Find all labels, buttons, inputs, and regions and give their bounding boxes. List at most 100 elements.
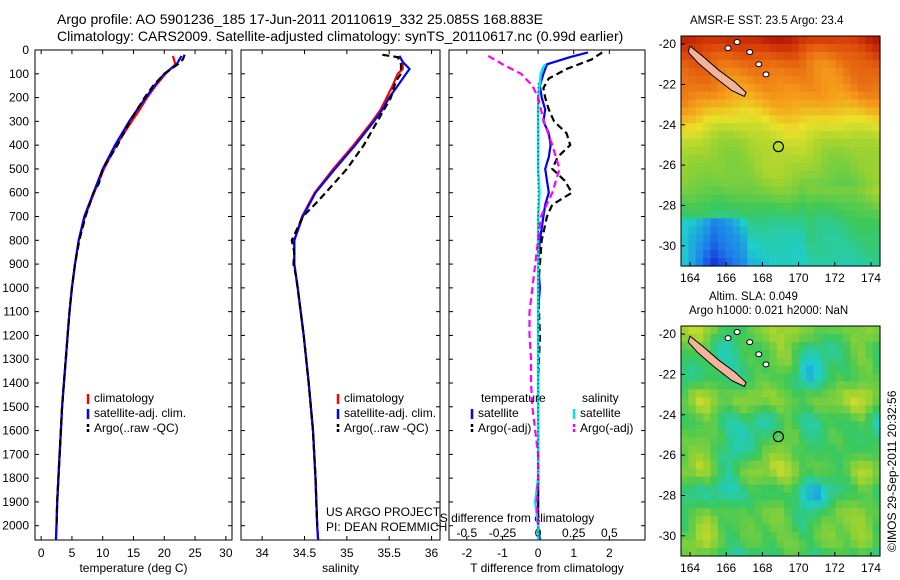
sla_map-cell bbox=[828, 349, 837, 359]
sla_map-cell bbox=[813, 476, 822, 486]
sst_map-cell bbox=[821, 258, 830, 267]
sst_map-cell bbox=[828, 226, 837, 235]
salinity-legend-label: Argo(..raw -QC) bbox=[344, 421, 429, 435]
sst_map-cell bbox=[872, 75, 881, 85]
depth-tick-label: 1500 bbox=[2, 400, 29, 414]
sst_map-cell bbox=[776, 123, 785, 132]
sla_map-cell bbox=[754, 532, 763, 541]
sla_map-cell bbox=[754, 421, 763, 430]
sla_map-cell bbox=[798, 397, 807, 406]
sla_map-cell bbox=[850, 373, 859, 383]
salinity-xlabel: salinity bbox=[322, 561, 359, 575]
sst_map-cell bbox=[732, 107, 741, 116]
sla_map-cell bbox=[872, 484, 881, 494]
sst_map-cell bbox=[695, 194, 704, 204]
sla_map-cell bbox=[865, 492, 874, 502]
sst_map-cell bbox=[835, 170, 844, 180]
difference-top-tick-label: -0.25 bbox=[489, 526, 517, 540]
sla_map-cell bbox=[865, 413, 874, 422]
sla_map-cell bbox=[850, 357, 859, 367]
sla_map-cell bbox=[776, 373, 785, 383]
sst_map-cell bbox=[710, 178, 719, 188]
sla_map-cell bbox=[850, 540, 859, 549]
sst_map-cell bbox=[865, 234, 874, 243]
sst_map-cell bbox=[695, 147, 704, 156]
sla_map-cell bbox=[703, 460, 712, 470]
sla_map-cell bbox=[806, 468, 815, 478]
sla_map-cell bbox=[791, 389, 800, 398]
sst_map-cell bbox=[843, 162, 852, 172]
sla_map-cell bbox=[681, 460, 689, 470]
sst_map-cell bbox=[850, 67, 859, 77]
sst_map-cell bbox=[688, 218, 697, 227]
sst_map-cell bbox=[835, 147, 844, 156]
sst_map-cell bbox=[872, 147, 881, 156]
sst_map-cell bbox=[798, 91, 807, 101]
sla_map-cell bbox=[762, 365, 771, 375]
sla_map-cell bbox=[843, 540, 852, 549]
sla_map-cell bbox=[725, 524, 734, 533]
sst_map-cell bbox=[754, 226, 763, 235]
sla_map-cell bbox=[762, 460, 771, 470]
sst_map-cell bbox=[784, 178, 793, 188]
sla_map-cell bbox=[769, 516, 778, 525]
temperature-legend-label: climatology bbox=[94, 391, 154, 405]
sst_map-cell bbox=[717, 258, 726, 267]
sla_map-cell bbox=[762, 516, 771, 525]
sla_map-cell bbox=[857, 381, 866, 391]
sst_map-cell bbox=[681, 59, 689, 69]
sst_map-cell bbox=[739, 51, 748, 61]
sla_map-cell bbox=[857, 476, 866, 486]
sla_map-cell bbox=[732, 548, 741, 557]
island-marker bbox=[746, 49, 754, 56]
sst_map-cell bbox=[850, 51, 859, 61]
sst_map-cell bbox=[681, 107, 689, 116]
sla_map-cell bbox=[865, 437, 874, 446]
sla_map-cell bbox=[681, 444, 689, 454]
sla_map-cell bbox=[798, 492, 807, 502]
sla_map-cell bbox=[821, 476, 830, 486]
sst_map-cell bbox=[739, 218, 748, 227]
sla_map-cell bbox=[791, 405, 800, 414]
sla_map-cell bbox=[835, 524, 844, 533]
sst_map-cell bbox=[835, 194, 844, 204]
sla_map-cell bbox=[710, 444, 719, 454]
sla_map-cell bbox=[725, 413, 734, 422]
sla_map-cell bbox=[769, 333, 778, 343]
sst_map-cell bbox=[872, 178, 881, 188]
sst_map-cell bbox=[835, 210, 844, 220]
sst_map-cell bbox=[725, 36, 734, 45]
sla_map-cell bbox=[681, 341, 689, 351]
sla_map-cell bbox=[747, 540, 756, 549]
sst_map-cell bbox=[681, 218, 689, 227]
sst_map-cell bbox=[754, 99, 763, 108]
sla_map-cell bbox=[857, 437, 866, 446]
sla_map-cell bbox=[813, 405, 822, 414]
sst_map-cell bbox=[710, 123, 719, 132]
sst_map-cell bbox=[747, 59, 756, 69]
sla_map-cell bbox=[798, 444, 807, 454]
sst_map-cell bbox=[835, 115, 844, 124]
depth-tick-label: 100 bbox=[9, 67, 29, 81]
sst_map-cell bbox=[717, 115, 726, 124]
sst_map-cell bbox=[828, 250, 837, 259]
sst_map-cell bbox=[695, 210, 704, 220]
diff-legend-label: temperature bbox=[481, 391, 546, 405]
sst_map-cell bbox=[791, 242, 800, 251]
sla_map-cell bbox=[710, 492, 719, 502]
sst_map-cell bbox=[872, 242, 881, 251]
sla_map-cell bbox=[791, 492, 800, 502]
sst_map-cell bbox=[703, 202, 712, 212]
sst_map-cell bbox=[835, 107, 844, 116]
sst_map-cell bbox=[776, 99, 785, 108]
sla_map-cell bbox=[695, 524, 704, 533]
sla_map-cell bbox=[806, 357, 815, 367]
island-marker bbox=[733, 329, 741, 336]
sst_map-cell bbox=[865, 67, 874, 77]
sst_map-lat-label: -26 bbox=[659, 158, 677, 172]
sla_map-cell bbox=[813, 540, 822, 549]
sla_map-cell bbox=[821, 429, 830, 438]
sst_map-lat-label: -20 bbox=[659, 37, 677, 51]
sst_map-cell bbox=[865, 123, 874, 132]
sst_map-cell bbox=[703, 210, 712, 220]
